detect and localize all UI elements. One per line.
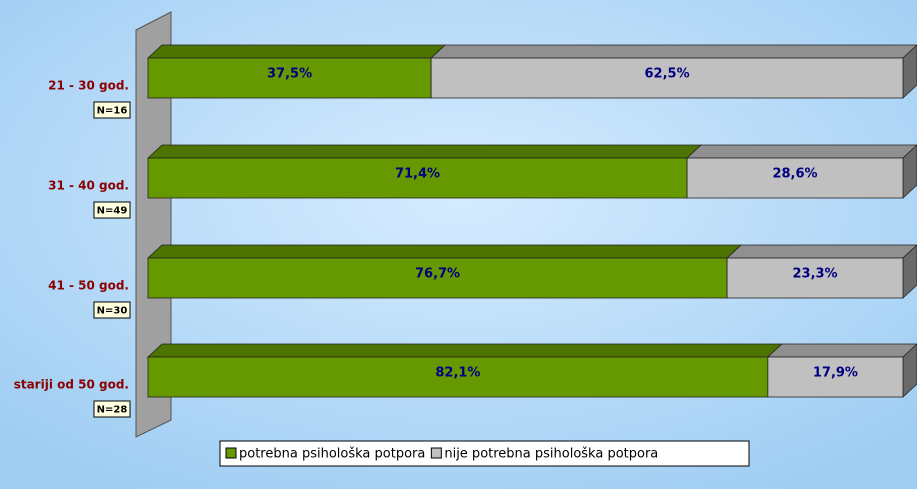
value-label: 37,5%	[267, 67, 312, 82]
bar-top	[146, 144, 703, 159]
value-label: 76,7%	[415, 267, 460, 282]
bar	[147, 157, 688, 199]
value-label: 62,5%	[645, 67, 690, 82]
bar-top	[146, 44, 447, 59]
value-label: 23,3%	[792, 267, 837, 282]
value-label: 82,1%	[435, 366, 480, 381]
category-label: 31 - 40 god.	[48, 179, 129, 193]
annotation-box	[93, 201, 131, 219]
bar	[767, 356, 904, 398]
bar	[726, 257, 904, 299]
legend-box	[219, 440, 750, 467]
bar-top	[146, 343, 783, 358]
annotation-box	[93, 101, 131, 119]
category-label: 41 - 50 god.	[48, 279, 129, 293]
annotation-box	[93, 400, 131, 418]
value-label: 28,6%	[772, 167, 817, 182]
bar	[686, 157, 904, 199]
legend-swatch	[225, 447, 237, 459]
annotation: N=16	[97, 106, 128, 117]
category-label: stariji od 50 god.	[14, 378, 129, 392]
bar-top	[430, 44, 917, 59]
bar-top	[686, 144, 917, 159]
value-label: 17,9%	[813, 366, 858, 381]
bar-top	[726, 244, 917, 259]
bar-top	[766, 343, 917, 358]
bar	[147, 57, 432, 99]
wall	[135, 11, 172, 438]
legend-label: potrebna psihološka potpora	[239, 447, 425, 462]
bar	[430, 57, 904, 99]
annotation-box	[93, 301, 131, 319]
annotation: N=28	[97, 405, 128, 416]
category-label: 21 - 30 god.	[48, 79, 129, 93]
value-label: 71,4%	[395, 167, 440, 182]
annotation: N=30	[97, 306, 128, 317]
bar	[147, 257, 728, 299]
bar-top	[146, 244, 743, 259]
legend-label: nije potrebna psihološka potpora	[444, 447, 658, 462]
legend-swatch	[430, 447, 442, 459]
annotation: N=49	[97, 206, 128, 217]
bar	[147, 356, 769, 398]
